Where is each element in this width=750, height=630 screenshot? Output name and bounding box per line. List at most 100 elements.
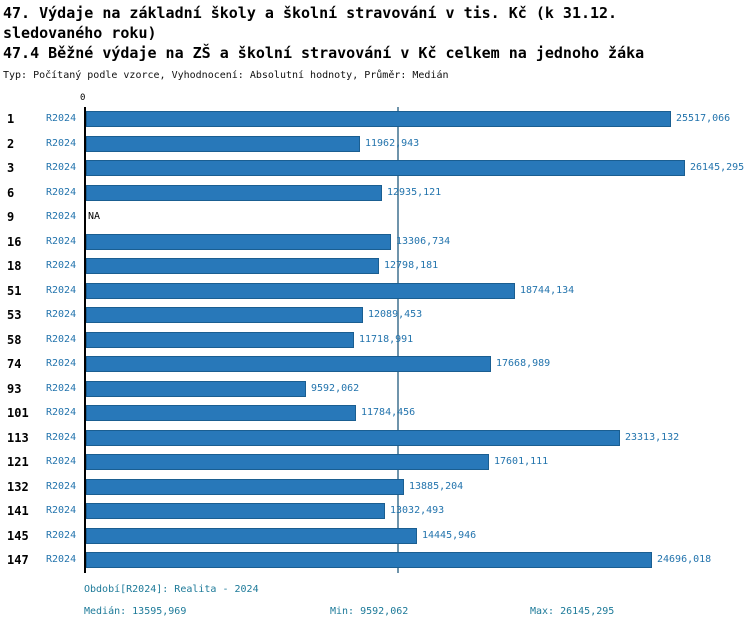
bar-value-label: 12089,453 [368, 309, 423, 320]
bar-value-label: 14445,946 [422, 529, 477, 541]
footer-min: Min: 9592,062 [330, 606, 409, 617]
plot-area: 1 R2024 25517,066 2 R2024 11962,943 3 R2024 2614… [0, 107, 750, 573]
chart-title-primary: 47. Výdaje na základní školy a školní st… [3, 4, 618, 42]
row-category-label: 2 [7, 136, 15, 151]
row-series-label: R2024 [46, 529, 77, 541]
chart-row: 113 R2024 23313,132 [0, 426, 750, 451]
chart-row: 16 R2024 13306,734 [0, 230, 750, 255]
chart-row: 51 R2024 18744,134 [0, 279, 750, 304]
bar-value-label: 11718,991 [359, 333, 414, 345]
row-series-label: R2024 [46, 235, 77, 247]
chart-row: 53 R2024 12089,453 [0, 303, 750, 328]
row-series-label: R2024 [46, 186, 77, 198]
row-series-label: R2024 [46, 407, 77, 418]
chart-row: 58 R2024 11718,991 [0, 328, 750, 353]
bar-value-label: 12935,121 [387, 186, 442, 198]
chart-row: 2 R2024 11962,943 [0, 132, 750, 157]
row-series-label: R2024 [46, 431, 77, 443]
chart-row: 9 R2024 NA [0, 205, 750, 230]
row-category-label: 1 [7, 112, 15, 126]
y-axis-line [84, 107, 86, 573]
bar-value-label: 26145,295 [690, 162, 745, 173]
row-series-label: R2024 [46, 162, 77, 173]
row-category-label: 18 [7, 259, 22, 273]
chart-row: 121 R2024 17601,111 [0, 450, 750, 475]
value-bar [86, 111, 671, 127]
row-category-label: 16 [7, 234, 22, 249]
chart-row: 145 R2024 14445,946 [0, 524, 750, 549]
row-series-label: R2024 [46, 211, 77, 222]
bar-value-label: 17601,111 [494, 456, 549, 467]
chart-row: 74 R2024 17668,989 [0, 352, 750, 377]
row-series-label: R2024 [46, 505, 77, 516]
value-bar [86, 307, 363, 323]
row-category-label: 145 [7, 528, 29, 543]
row-category-label: 51 [7, 283, 22, 298]
value-bar [86, 380, 306, 397]
row-series-label: R2024 [46, 456, 77, 467]
value-bar [86, 454, 489, 470]
value-bar [86, 405, 356, 421]
bar-value-label: 12798,181 [384, 260, 439, 271]
axis-zero-label: 0 [80, 93, 86, 103]
value-bar [86, 233, 391, 250]
chart-title-secondary: 47.4 Běžné výdaje na ZŠ a školní stravov… [3, 44, 645, 62]
bar-value-label: 13032,493 [390, 505, 445, 516]
value-bar [86, 135, 360, 152]
chart-header: 47. Výdaje na základní školy a školní st… [3, 3, 715, 82]
bar-value-label: 17668,989 [496, 358, 551, 369]
footer-period: Období[R2024]: Realita - 2024 [84, 584, 259, 595]
chart-subtitle: Typ: Počítaný podle vzorce, Vyhodnocení:… [3, 70, 449, 81]
bar-value-label: 11784,456 [361, 407, 416, 418]
value-bar [86, 282, 515, 299]
chart-row: 147 R2024 24696,018 [0, 548, 750, 573]
row-category-label: 132 [7, 479, 29, 494]
chart-row: 6 R2024 12935,121 [0, 181, 750, 206]
bar-value-label: 25517,066 [676, 113, 731, 124]
chart-row: 132 R2024 13885,204 [0, 475, 750, 500]
footer-median: Medián: 13595,969 [84, 606, 187, 617]
row-category-label: 3 [7, 161, 15, 175]
chart-row: 101 R2024 11784,456 [0, 401, 750, 426]
row-category-label: 9 [7, 210, 15, 224]
row-series-label: R2024 [46, 309, 77, 320]
value-bar [86, 478, 404, 495]
median-line [397, 107, 400, 573]
row-series-label: R2024 [46, 137, 77, 149]
row-series-label: R2024 [46, 113, 77, 124]
na-label: NA [88, 211, 101, 222]
chart-row: 18 R2024 12798,181 [0, 254, 750, 279]
row-series-label: R2024 [46, 554, 77, 565]
row-series-label: R2024 [46, 333, 77, 345]
bar-value-label: 9592,062 [311, 382, 360, 394]
row-category-label: 101 [7, 406, 29, 420]
row-category-label: 121 [7, 455, 29, 469]
value-bar [86, 184, 382, 201]
value-bar [86, 429, 620, 446]
row-category-label: 6 [7, 185, 15, 200]
row-category-label: 58 [7, 332, 22, 347]
bar-value-label: 11962,943 [365, 137, 420, 149]
bar-value-label: 13885,204 [409, 480, 464, 492]
row-category-label: 147 [7, 553, 29, 567]
row-series-label: R2024 [46, 260, 77, 271]
row-series-label: R2024 [46, 358, 77, 369]
bar-value-label: 24696,018 [657, 554, 712, 565]
value-bar [86, 331, 354, 348]
row-category-label: 74 [7, 357, 22, 371]
row-series-label: R2024 [46, 480, 77, 492]
value-bar [86, 527, 417, 544]
row-category-label: 141 [7, 504, 29, 518]
value-bar [86, 552, 652, 568]
bar-value-label: 18744,134 [520, 284, 575, 296]
bar-value-label: 23313,132 [625, 431, 680, 443]
value-bar [86, 503, 385, 519]
bar-value-label: 13306,734 [396, 235, 451, 247]
row-category-label: 93 [7, 381, 22, 396]
footer-max: Max: 26145,295 [530, 606, 615, 617]
value-bar [86, 160, 685, 176]
row-series-label: R2024 [46, 382, 77, 394]
row-category-label: 53 [7, 308, 22, 322]
chart-row: 141 R2024 13032,493 [0, 499, 750, 524]
